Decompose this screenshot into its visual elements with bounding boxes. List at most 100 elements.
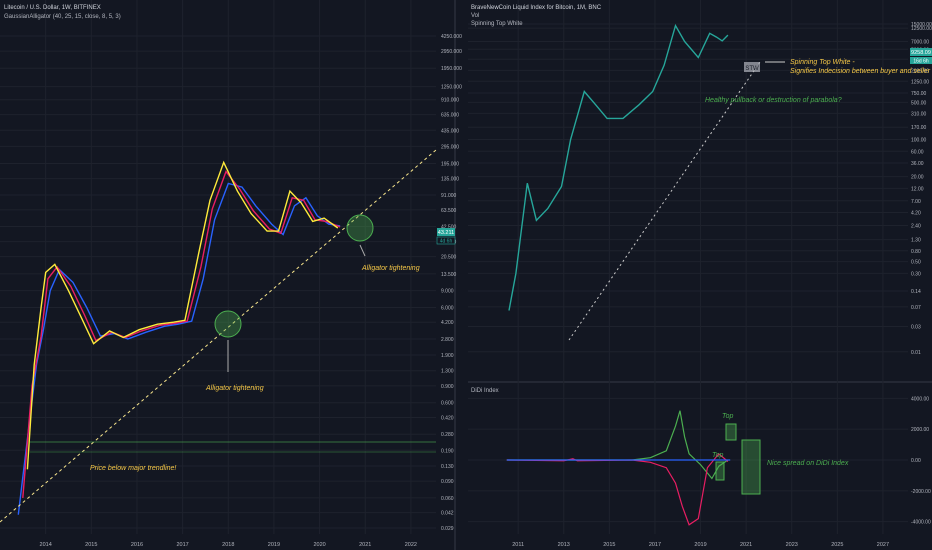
btc-grid [468,0,908,534]
ltc-time-tick: 2022 [405,542,417,548]
btc-annotation-stw-1: Spinning Top White - [790,59,855,66]
ltc-price-tick: 635.000 [441,113,459,119]
didi-value-tick: 2000.00 [911,427,929,433]
ltc-arrow-2 [359,244,366,257]
ltc-price-tick: 0.029 [441,526,454,532]
ltc-price-tick: 135.000 [441,177,459,183]
btc-time-tick: 2019 [694,542,706,548]
ltc-price-tick: 0.600 [441,401,454,407]
btc-time-tick: 2021 [740,542,752,548]
ltc-alligator-circle-1[interactable] [214,310,242,338]
didi-annotation-spread: Nice spread on DiDi Index [767,460,849,467]
ltc-alligator-circle-2[interactable] [346,214,374,242]
ltc-price-tick: 4250.000 [441,34,462,40]
ltc-price-tick: 0.190 [441,448,454,454]
ltc-price-tick: 2.800 [441,337,454,343]
btc-time-tick: 2015 [603,542,615,548]
ltc-price-tick: 91.000 [441,193,457,199]
ltc-price-tick: 1.900 [441,353,454,359]
ltc-annotation-trendline: Price below major trendline! [90,465,176,472]
didi-line [506,452,729,526]
didi-value-tick: -2000.00 [911,489,931,495]
btc-price-tick: 0.01 [911,350,921,356]
btc-countdown-tag [910,57,932,64]
ltc-time-axis: 2014 2015 2016 2017 2018 2019 2020 2021 2022 [40,542,417,548]
btc-chart-title: BraveNewCoin Liquid Index for Bitcoin, 1… [471,5,602,11]
btc-price-tick: 7.00 [911,199,921,205]
ltc-price-tick: 0.090 [441,479,454,485]
btc-price-tick: 36.00 [911,161,924,167]
didi-top-box-2[interactable] [715,461,725,481]
btc-price-tick: 0.80 [911,249,921,255]
ltc-alligator-series [17,160,341,515]
didi-series [506,410,731,526]
btc-vol-legend[interactable]: Vol [471,13,479,19]
ltc-price-tick: 6.000 [441,305,454,311]
ltc-indicator-legend[interactable]: GaussianAlligator (40, 25, 15, close, 8,… [4,14,121,20]
btc-price-tick: 2.40 [911,223,921,229]
btc-price-tick: 12.00 [911,186,924,192]
ltc-alligator-line [17,182,341,515]
btc-time-tick: 2023 [786,542,798,548]
ltc-price-tick: 435.000 [441,128,459,134]
btc-last-price-tag[interactable] [910,48,932,56]
ltc-time-tick: 2019 [268,542,280,548]
ltc-price-tick: 295.000 [441,144,459,150]
didi-value-tick: -4000.00 [911,520,931,526]
btc-price-line [508,23,729,311]
didi-annotation-top-2: Top [712,452,724,459]
ltc-time-tick: 2015 [85,542,97,548]
btc-price-tick: 500.00 [911,100,927,106]
ltc-price-tick: 195.000 [441,161,459,167]
didi-value-axis: 4000.00 2000.00 0.00 -2000.00 -4000.00 [911,396,931,525]
btc-stw-label: STW [745,66,759,72]
ltc-price-tick: 1250.000 [441,85,462,91]
ltc-annotation-alligator-2: Alligator tightening [361,265,420,272]
ltc-price-tick: 0.280 [441,432,454,438]
btc-time-tick: 2013 [558,542,570,548]
ltc-price-tick: 63.500 [441,208,457,214]
btc-parabola-trendline[interactable] [568,61,761,341]
ltc-price-tick: 1.300 [441,369,454,375]
ltc-price-tick: 0.420 [441,415,454,421]
didi-annotation-top-1: Top [722,413,734,420]
ltc-price-tick: 4.200 [441,320,454,326]
btc-price-tick: 0.03 [911,324,921,330]
btc-price-tick: 12500.00 [911,26,932,32]
ltc-price-tick: 0.042 [441,511,454,517]
ltc-last-price-tag[interactable] [437,228,455,236]
ltc-price-tick: 910.000 [441,98,459,104]
ltc-time-tick: 2018 [222,542,234,548]
didi-legend[interactable]: DiDi Index [471,388,499,394]
btc-stw-marker[interactable] [744,62,760,72]
btc-price-tick: 0.30 [911,271,921,277]
btc-time-axis: 2011 2013 2015 2017 2019 2021 2023 2025 2027 [512,542,889,548]
ltc-countdown: 4d 6h [440,239,453,245]
ltc-last-price: 43.211 [438,230,454,236]
ltc-price-tick: 2950.000 [441,49,462,55]
btc-time-tick: 2027 [877,542,889,548]
btc-price-tick: 1250.00 [911,79,929,85]
didi-top-box-1[interactable] [725,423,737,441]
btc-price-tick: 100.00 [911,137,927,143]
btc-price-tick: 310.00 [911,111,927,117]
btc-price-tick: 15000.00 [911,22,932,28]
btc-price-tick: 60.00 [911,149,924,155]
didi-spread-box[interactable] [741,439,761,495]
ltc-price-tick: 0.900 [441,384,454,390]
btc-price-tick: 0.07 [911,305,921,311]
ltc-time-tick: 2016 [131,542,143,548]
ltc-time-tick: 2020 [313,542,325,548]
btc-annotation-stw-2: Signifies Indecision between buyer and s… [790,68,931,75]
btc-stw-legend[interactable]: Spinning Top White [471,21,523,27]
ltc-alligator-line [26,160,339,470]
btc-last-price: 9258.09 [911,50,931,56]
btc-time-tick: 2025 [831,542,843,548]
btc-price-tick: 1.30 [911,238,921,244]
ltc-price-tick: 0.060 [441,496,454,502]
btc-price-series [508,23,729,311]
btc-time-tick: 2017 [649,542,661,548]
btc-time-tick: 2011 [512,542,524,548]
